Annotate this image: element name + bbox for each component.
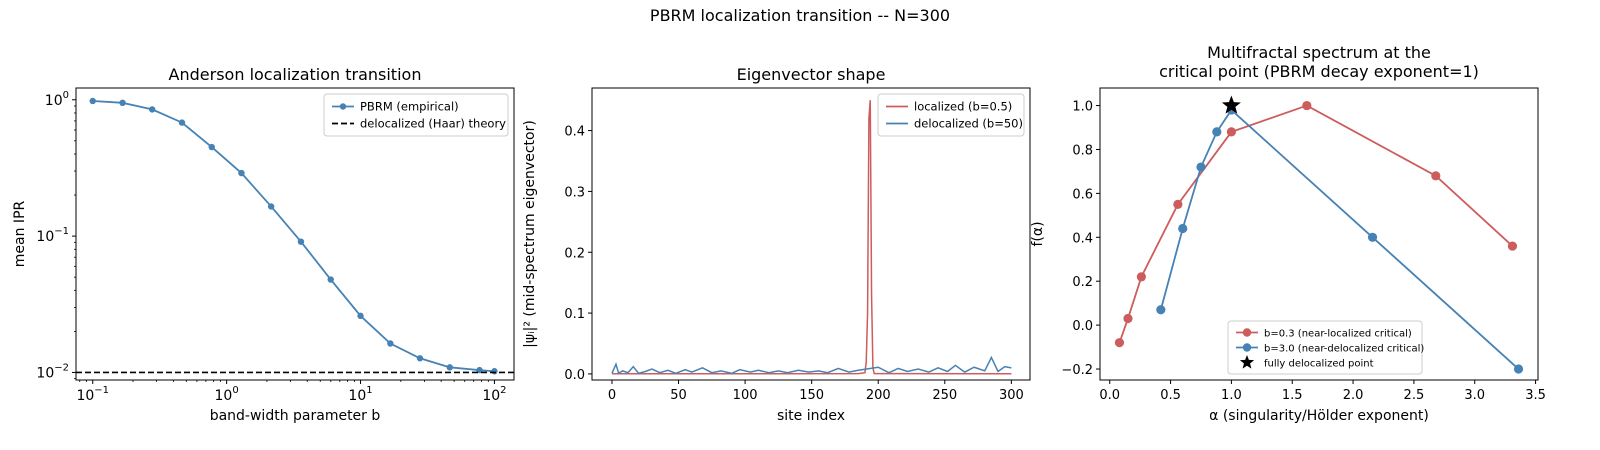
- x-tick-label: 300: [999, 388, 1024, 403]
- legend-label: PBRM (empirical): [360, 100, 459, 114]
- x-tick-label: 200: [866, 388, 891, 403]
- y-tick-label: 100: [45, 90, 69, 109]
- legend-label: b=3.0 (near-delocalized critical): [1264, 344, 1424, 355]
- y-tick-label: −0.2: [1061, 363, 1093, 378]
- y-tick-label: 0.0: [1072, 319, 1093, 334]
- y-tick-label: 0.6: [1072, 187, 1093, 202]
- legend-label: fully delocalized point: [1264, 359, 1374, 370]
- legend-label: delocalized (Haar) theory: [360, 117, 506, 131]
- x-axis-label: site index: [777, 408, 845, 424]
- data-point: [1156, 305, 1165, 314]
- data-point: [447, 364, 453, 370]
- legend: localized (b=0.5) delocalized (b=50): [878, 94, 1024, 136]
- x-tick-label: 102: [482, 385, 506, 404]
- legend-label: delocalized (b=50): [914, 117, 1023, 131]
- y-tick-label: 0.4: [564, 125, 585, 140]
- chart-title-line: Multifractal spectrum at the: [1207, 43, 1431, 62]
- legend: b=0.3 (near-localized critical) b=3.0 (ne…: [1228, 321, 1424, 374]
- y-tick-label: 0.1: [564, 307, 585, 322]
- y-tick-label: 10−2: [36, 362, 69, 381]
- legend: PBRM (empirical) delocalized (Haar) theor…: [324, 94, 508, 136]
- data-point: [238, 170, 244, 176]
- y-tick-label: 0.2: [564, 246, 585, 261]
- data-point: [1173, 200, 1182, 209]
- x-tick-label: 1.0: [1221, 388, 1242, 403]
- series-line-0: [93, 101, 495, 371]
- x-axis-label: α (singularity/Hölder exponent): [1209, 408, 1429, 424]
- data-point: [417, 355, 423, 361]
- x-tick-label: 1.5: [1282, 388, 1303, 403]
- data-point: [1212, 127, 1221, 136]
- y-tick-label: 10−1: [36, 226, 69, 245]
- y-axis-label: |ψᵢ|² (mid-spectrum eigenvector): [522, 120, 538, 348]
- x-tick-label: 3.5: [1525, 388, 1546, 403]
- legend-label: localized (b=0.5): [914, 100, 1012, 114]
- y-tick-label: 0.4: [1072, 231, 1093, 246]
- x-tick-label: 3.0: [1464, 388, 1485, 403]
- chart-title: Anderson localization transition: [169, 65, 422, 84]
- panel-eigenvector: Eigenvector shape 0 50 100 150 200 250 300 0.0 0.…: [522, 65, 1030, 424]
- data-point: [1123, 314, 1132, 323]
- data-point: [179, 119, 185, 125]
- data-point: [1227, 127, 1236, 136]
- plot-area: [76, 98, 514, 375]
- y-tick-label: 0.3: [564, 185, 585, 200]
- data-point: [491, 368, 497, 374]
- plot-area: [612, 100, 1011, 374]
- y-tick-label: 0.2: [1072, 275, 1093, 290]
- data-point: [268, 203, 274, 209]
- data-point: [119, 100, 125, 106]
- data-point: [1137, 272, 1146, 281]
- data-point: [1178, 224, 1187, 233]
- series-line-0: [1119, 106, 1512, 343]
- data-point: [209, 144, 215, 150]
- panel-ipr: Anderson localization transition 10−1 100 1…: [12, 65, 514, 424]
- x-tick-label: 2.0: [1343, 388, 1364, 403]
- x-axis-label: band-width parameter b: [210, 408, 381, 424]
- data-point: [90, 98, 96, 104]
- legend-label: b=0.3 (near-localized critical): [1264, 329, 1412, 340]
- data-point: [328, 276, 334, 282]
- data-point: [1514, 364, 1523, 373]
- y-tick-label: 1.0: [1072, 100, 1093, 115]
- series-line-1: [612, 357, 1011, 373]
- data-point: [1431, 171, 1440, 180]
- x-tick-label: 0.5: [1160, 388, 1181, 403]
- data-point: [387, 340, 393, 346]
- data-point: [1302, 101, 1311, 110]
- y-axis-label: mean IPR: [12, 201, 28, 268]
- y-axis-label: f(α): [1030, 221, 1046, 246]
- x-tick-label: 250: [932, 388, 957, 403]
- x-tick-label: 101: [348, 385, 372, 404]
- chart-title: Eigenvector shape: [737, 65, 886, 84]
- x-tick-label: 0: [608, 388, 616, 403]
- legend-marker: [1243, 343, 1251, 351]
- chart-title-line: critical point (PBRM decay exponent=1): [1159, 62, 1479, 81]
- x-tick-label: 100: [733, 388, 758, 403]
- legend-marker: [1243, 328, 1251, 336]
- data-point: [1196, 162, 1205, 171]
- data-point: [1115, 338, 1124, 347]
- y-tick-label: 0.0: [564, 368, 585, 383]
- data-point: [149, 106, 155, 112]
- x-tick-label: 10−1: [76, 385, 109, 404]
- x-tick-label: 100: [215, 385, 239, 404]
- series-line-0: [612, 100, 1011, 374]
- data-point: [1368, 233, 1377, 242]
- x-tick-label: 0.0: [1099, 388, 1120, 403]
- x-tick-label: 50: [670, 388, 687, 403]
- data-point: [298, 238, 304, 244]
- x-tick-label: 2.5: [1404, 388, 1425, 403]
- x-tick-label: 150: [799, 388, 824, 403]
- legend-marker: [340, 103, 346, 109]
- data-point: [357, 313, 363, 319]
- y-tick-label: 0.8: [1072, 143, 1093, 158]
- data-point: [1508, 241, 1517, 250]
